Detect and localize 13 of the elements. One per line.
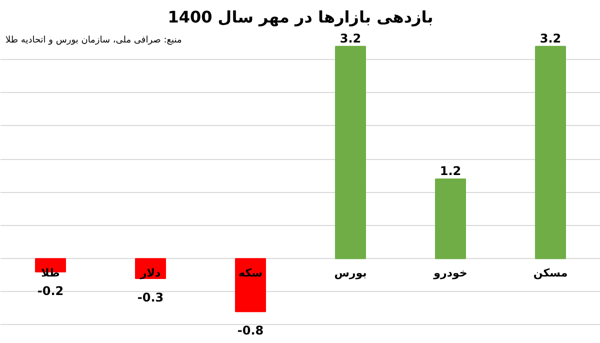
text: منبع: صرافی ملی، سازمان بورس و اتحادیه طلا <box>6 36 182 46</box>
data-label: -0.8 <box>237 324 264 338</box>
x-tick-label: دلار <box>139 266 161 280</box>
data-label: 3.2 <box>340 31 362 46</box>
data-label: -0.2 <box>37 284 64 298</box>
x-tick-label: سکه <box>238 266 262 280</box>
data-label: 1.2 <box>440 164 462 178</box>
x-tick-label: بورس <box>334 266 367 280</box>
chart-title: بازدهی بازارها در مهر سال 1400 <box>168 8 434 26</box>
data-label: 3.2 <box>540 31 562 46</box>
data-label: -0.3 <box>137 290 164 304</box>
x-tick-label: خودرو <box>432 266 468 280</box>
x-tick-label: مسکن <box>533 266 568 280</box>
